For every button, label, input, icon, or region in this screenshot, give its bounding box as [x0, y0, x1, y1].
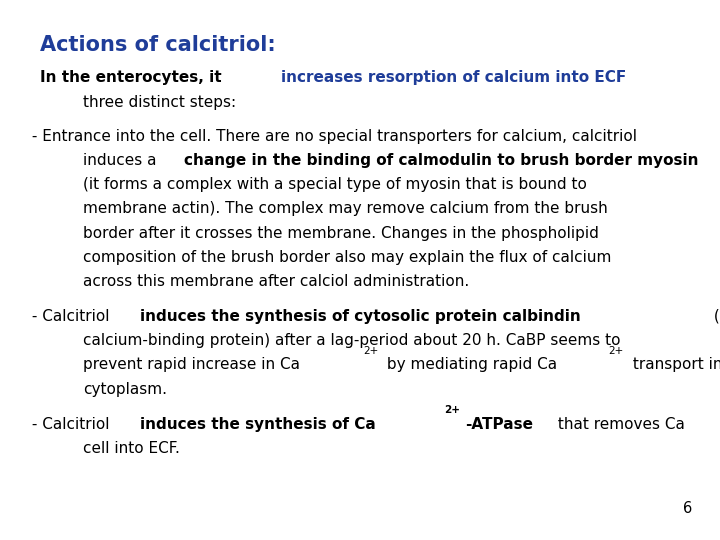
Text: across this membrane after calciol administration.: across this membrane after calciol admin… [83, 274, 469, 289]
Text: 6: 6 [683, 501, 692, 516]
Text: border after it crosses the membrane. Changes in the phospholipid: border after it crosses the membrane. Ch… [83, 226, 598, 241]
Text: - Calcitriol: - Calcitriol [27, 309, 114, 324]
Text: - Entrance into the cell. There are no special transporters for calcium, calcitr: - Entrance into the cell. There are no s… [27, 129, 637, 144]
Text: 2+: 2+ [363, 346, 378, 356]
Text: - Calcitriol: - Calcitriol [27, 417, 114, 432]
Text: three distinct steps:: three distinct steps: [83, 94, 236, 110]
Text: In the enterocytes, it: In the enterocytes, it [40, 70, 227, 85]
Text: cell into ECF.: cell into ECF. [83, 441, 180, 456]
Text: induces the synthesis of cytosolic protein calbindin: induces the synthesis of cytosolic prote… [140, 309, 581, 324]
Text: (CaBP,: (CaBP, [708, 309, 720, 324]
Text: that removes Ca: that removes Ca [553, 417, 685, 432]
Text: transport in: transport in [628, 357, 720, 373]
Text: by mediating rapid Ca: by mediating rapid Ca [382, 357, 557, 373]
Text: -ATPase: -ATPase [465, 417, 533, 432]
Text: prevent rapid increase in Ca: prevent rapid increase in Ca [83, 357, 300, 373]
Text: change in the binding of calmodulin to brush border myosin: change in the binding of calmodulin to b… [184, 153, 698, 168]
Text: increases resorption of calcium into ECF: increases resorption of calcium into ECF [281, 70, 626, 85]
Text: cytoplasm.: cytoplasm. [83, 382, 167, 397]
Text: composition of the brush border also may explain the flux of calcium: composition of the brush border also may… [83, 250, 611, 265]
Text: induces the synthesis of Ca: induces the synthesis of Ca [140, 417, 376, 432]
Text: 2+: 2+ [608, 346, 624, 356]
Text: 2+: 2+ [444, 405, 460, 415]
Text: Actions of calcitriol:: Actions of calcitriol: [40, 35, 275, 55]
Text: membrane actin). The complex may remove calcium from the brush: membrane actin). The complex may remove … [83, 201, 608, 217]
Text: (it forms a complex with a special type of myosin that is bound to: (it forms a complex with a special type … [83, 177, 587, 192]
Text: calcium-binding protein) after a lag-period about 20 h. CaBP seems to: calcium-binding protein) after a lag-per… [83, 333, 621, 348]
Text: induces a: induces a [83, 153, 161, 168]
